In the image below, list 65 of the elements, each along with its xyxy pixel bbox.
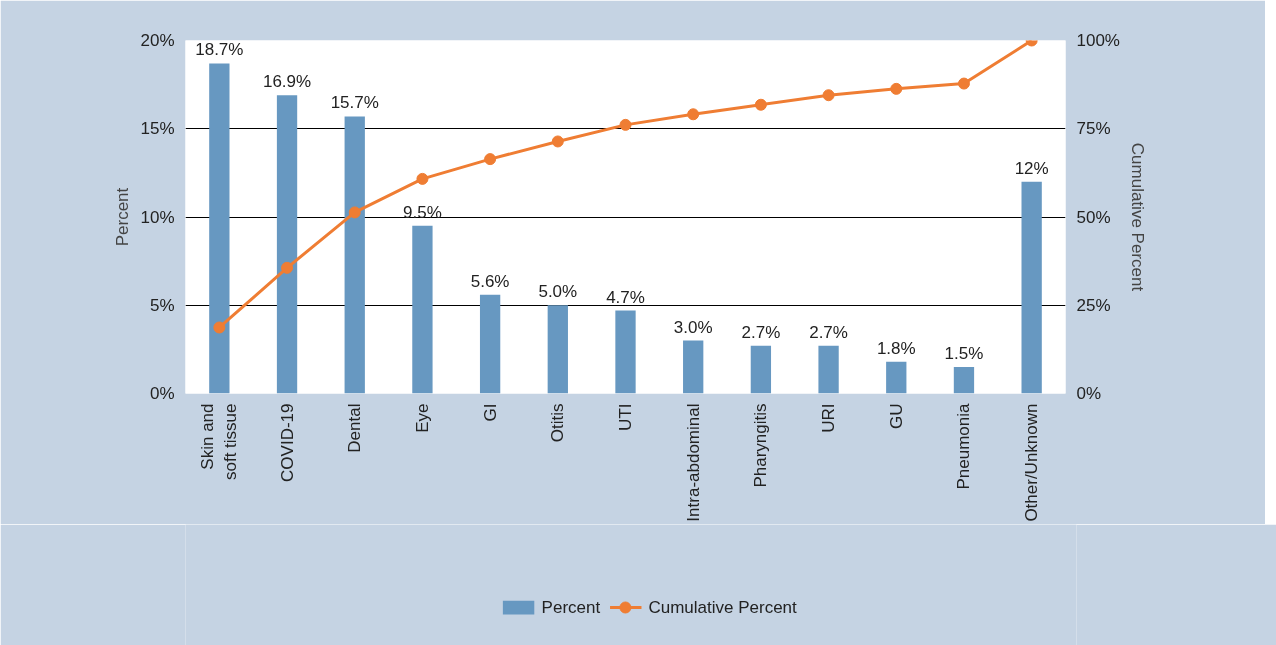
point [822, 89, 835, 102]
x-tick-label: Dental [345, 403, 365, 453]
data-label: 5.0% [538, 282, 578, 302]
x-tick-label: UTI [616, 403, 635, 431]
data-label: 12% [1014, 158, 1049, 178]
bar [547, 305, 568, 394]
x-tick-label: Pneumonia [954, 402, 974, 490]
data-label: 1.5% [944, 344, 984, 364]
y2-tick-label: 100% [1076, 31, 1120, 50]
x-tick-label: URI [819, 403, 839, 433]
bar [344, 116, 365, 394]
bar [615, 310, 636, 394]
data-label: 3.0% [673, 317, 713, 337]
data-label: 2.7% [741, 322, 781, 342]
bar [750, 345, 772, 394]
point [957, 77, 970, 90]
data-label: 5.6% [470, 271, 510, 291]
data-label: 1.8% [876, 338, 916, 358]
point [416, 172, 429, 185]
y-tick-label: 20% [140, 31, 175, 50]
bar [276, 95, 298, 394]
legend-label: Cumulative Percent [648, 598, 798, 617]
bar [683, 340, 704, 394]
y2-tick-label: 0% [1076, 384, 1102, 403]
y-tick-label: 0% [149, 384, 175, 403]
y2-axis-title: Cumulative Percent [1127, 142, 1147, 292]
data-label: 2.7% [809, 322, 848, 342]
y-axis-title: Percent [113, 187, 133, 247]
bar [209, 63, 230, 394]
data-label: 18.7% [195, 40, 244, 60]
point [281, 261, 294, 274]
bar [818, 345, 839, 394]
bar [412, 225, 433, 394]
point [348, 206, 361, 219]
point [754, 98, 767, 111]
point [484, 153, 497, 166]
point [890, 82, 903, 95]
point [213, 321, 226, 334]
y-tick-label: 10% [140, 207, 175, 227]
x-tick-label: Skin and soft tissue [198, 403, 241, 481]
bar [479, 294, 501, 394]
point [619, 118, 632, 131]
bar [886, 361, 907, 394]
data-label: 9.5% [403, 202, 442, 222]
bar [1021, 181, 1042, 394]
y-tick-label: 15% [140, 119, 175, 139]
x-tick-label: Eye [412, 403, 432, 433]
legend-label: Percent [541, 598, 601, 617]
x-tick-label: Otitis [548, 403, 568, 443]
point [687, 108, 700, 121]
point [551, 135, 564, 148]
x-tick-label: Intra-abdominal [683, 403, 703, 522]
y2-tick-label: 75% [1076, 119, 1111, 139]
y2-tick-label: 50% [1076, 207, 1111, 227]
y-tick-label: 5% [149, 295, 175, 315]
x-tick-label: Other/Unknown [1022, 403, 1042, 522]
x-tick-label: GI [480, 403, 500, 422]
x-tick-label: GU [886, 403, 906, 429]
data-label: 4.7% [606, 287, 645, 307]
data-label: 16.9% [262, 72, 312, 92]
bar [953, 367, 975, 394]
y2-tick-label: 25% [1076, 295, 1111, 315]
x-tick-label: Pharyngitis [751, 403, 771, 488]
x-tick-label: COVID-19 [277, 403, 297, 482]
data-label: 15.7% [330, 93, 379, 113]
